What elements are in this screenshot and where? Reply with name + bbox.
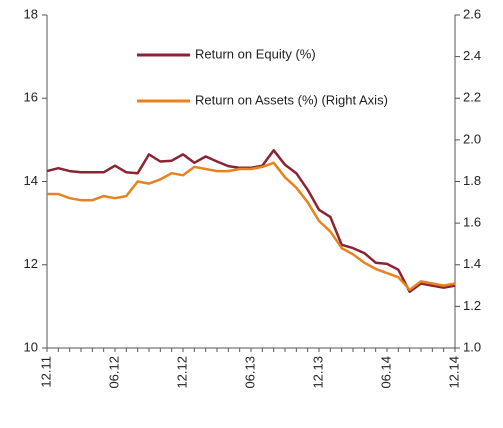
y-tick-label: 18 <box>24 6 38 21</box>
x-tick-label: 06.13 <box>242 356 257 389</box>
y2-tick-label: 2.6 <box>463 6 481 21</box>
y2-tick-label: 1.4 <box>463 256 481 271</box>
x-tick-label: 12.13 <box>310 356 325 389</box>
y2-tick-label: 1.8 <box>463 173 481 188</box>
x-tick-label: 06.14 <box>378 356 393 389</box>
y2-tick-label: 1.2 <box>463 298 481 313</box>
series-line <box>47 161 456 291</box>
y2-tick-label: 2.4 <box>463 48 481 63</box>
y-tick-label: 14 <box>24 173 38 188</box>
y-tick-label: 12 <box>24 256 38 271</box>
y2-tick-label: 2.2 <box>463 90 481 105</box>
x-tick-label: 12.14 <box>446 356 461 389</box>
x-tick-label: 12.12 <box>174 356 189 389</box>
series-line <box>46 149 456 294</box>
y2-tick-label: 2.0 <box>463 131 481 146</box>
legend-label: Return on Equity (%) <box>195 46 316 61</box>
legend-label: Return on Assets (%) (Right Axis) <box>195 92 388 107</box>
y2-tick-label: 1.0 <box>463 339 481 354</box>
x-tick-label: 06.12 <box>106 356 121 389</box>
y-tick-label: 16 <box>24 90 38 105</box>
x-tick-label: 12.11 <box>38 356 53 388</box>
y2-tick-label: 1.6 <box>463 215 481 230</box>
y-tick-label: 10 <box>24 339 38 354</box>
